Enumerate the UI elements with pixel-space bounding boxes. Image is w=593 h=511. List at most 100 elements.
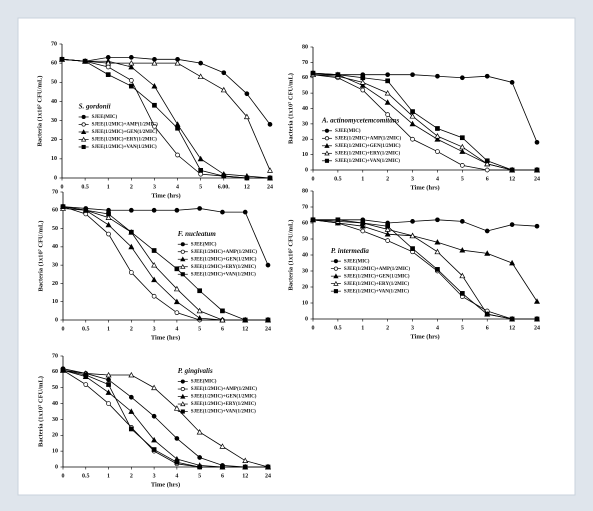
legend-marker (180, 401, 186, 407)
series-line (62, 206, 268, 321)
x-tick-label: 0.5 (82, 326, 90, 332)
y-tick-label: 40 (52, 244, 58, 250)
x-tick-label: 1 (107, 473, 110, 479)
marker (265, 464, 271, 470)
x-tick-label: 4 (436, 176, 439, 182)
y-tick-label: 30 (302, 268, 308, 274)
legend-label: SJEE(1/2MIC)+VAN(1/2MIC) (191, 272, 256, 277)
y-axis-label: Bacteria (1x10⁷ CFU/mL) (36, 76, 43, 147)
marker (198, 167, 204, 173)
marker (151, 413, 157, 419)
legend-label: SJEE(1/2MIC)+ERY(1/2MIC) (344, 282, 410, 287)
marker (509, 259, 516, 266)
marker (459, 247, 466, 253)
marker (459, 143, 466, 150)
marker (335, 217, 341, 223)
x-tick-label: 2 (386, 325, 389, 331)
legend-label: SJEE(MIC) (344, 259, 370, 264)
x-axis-label: Time (hrs) (151, 192, 180, 199)
x-tick-label: 24 (267, 184, 273, 190)
marker (310, 70, 316, 76)
legend-label: SJEE(MIC) (92, 115, 118, 120)
legend-marker (324, 150, 330, 156)
series-line (61, 58, 271, 171)
legend-label: SJEE(1/2MIC)+AMP(1/2MIC) (92, 123, 159, 128)
marker (221, 173, 227, 179)
x-tick-label: 5 (461, 176, 464, 182)
y-axis-label: Bacteria (1x10⁷ CFU/mL) (287, 73, 294, 144)
marker (534, 223, 540, 229)
marker (197, 288, 203, 294)
marker (173, 405, 180, 411)
marker (509, 222, 515, 227)
x-axis-label: Time (hrs) (410, 333, 439, 340)
y-tick-label: 70 (302, 204, 308, 210)
x-tick-label: 12 (509, 176, 515, 182)
legend-label: SJEE(1/2MIC)+VAN(1/2MIC) (92, 145, 157, 150)
y-tick-label: 0 (305, 167, 308, 173)
marker (409, 232, 416, 239)
y-axis-label: Bacteria (1x10⁷ CFU/mL) (37, 376, 44, 447)
legend-marker (333, 273, 339, 279)
marker (196, 307, 203, 314)
marker (360, 228, 366, 234)
marker (151, 248, 157, 253)
series-line (313, 219, 538, 232)
marker (219, 443, 226, 449)
marker (128, 55, 134, 60)
marker (385, 223, 391, 229)
x-tick-label: 6 (221, 326, 224, 332)
marker (220, 209, 225, 215)
x-tick-label: 24 (265, 473, 271, 479)
x-tick-label: 6.00. (218, 184, 231, 190)
marker (410, 72, 415, 78)
series-line (62, 369, 269, 468)
marker (265, 317, 271, 323)
legend-marker (180, 272, 185, 277)
marker (220, 86, 227, 93)
marker (410, 246, 415, 251)
y-tick-label: 20 (52, 281, 58, 287)
y-tick-label: 70 (302, 60, 308, 66)
series-line (62, 368, 268, 468)
y-tick-label: 0 (54, 175, 57, 181)
marker (244, 91, 250, 97)
x-tick-label: 2 (130, 184, 133, 190)
y-tick-label: 40 (302, 252, 308, 258)
y-tick-label: 20 (302, 137, 308, 143)
marker (128, 78, 134, 83)
x-tick-label: 3 (153, 473, 156, 479)
y-tick-label: 20 (302, 284, 308, 290)
marker (484, 160, 491, 167)
y-tick-label: 50 (51, 80, 57, 86)
y-tick-label: 70 (52, 353, 58, 359)
marker (197, 206, 203, 211)
marker (105, 221, 112, 228)
x-tick-label: 0.5 (81, 184, 89, 190)
x-tick-label: 3 (153, 326, 156, 332)
marker (106, 231, 111, 237)
marker (242, 209, 248, 215)
y-tick-label: 10 (302, 300, 308, 306)
marker (434, 133, 441, 139)
marker (242, 457, 249, 464)
marker (360, 87, 366, 93)
x-tick-label: 3 (411, 325, 414, 331)
x-tick-label: 3 (411, 176, 414, 182)
series-line (62, 208, 268, 321)
marker (83, 382, 89, 387)
marker (484, 311, 490, 317)
series-line (312, 72, 537, 171)
marker (384, 89, 391, 96)
series-line (62, 206, 269, 266)
legend-label: SJEE(1/2MIC)+GEN(1/2MIC) (191, 395, 257, 400)
y-tick-label: 60 (51, 61, 57, 67)
marker (83, 207, 89, 213)
marker (151, 447, 157, 452)
y-tick-label: 10 (52, 299, 58, 305)
legend-label: SJEE(1/2MIC)+GEN(1/2MIC) (344, 274, 410, 279)
marker (410, 109, 415, 114)
marker (152, 102, 157, 108)
x-tick-label: 5 (199, 184, 202, 190)
